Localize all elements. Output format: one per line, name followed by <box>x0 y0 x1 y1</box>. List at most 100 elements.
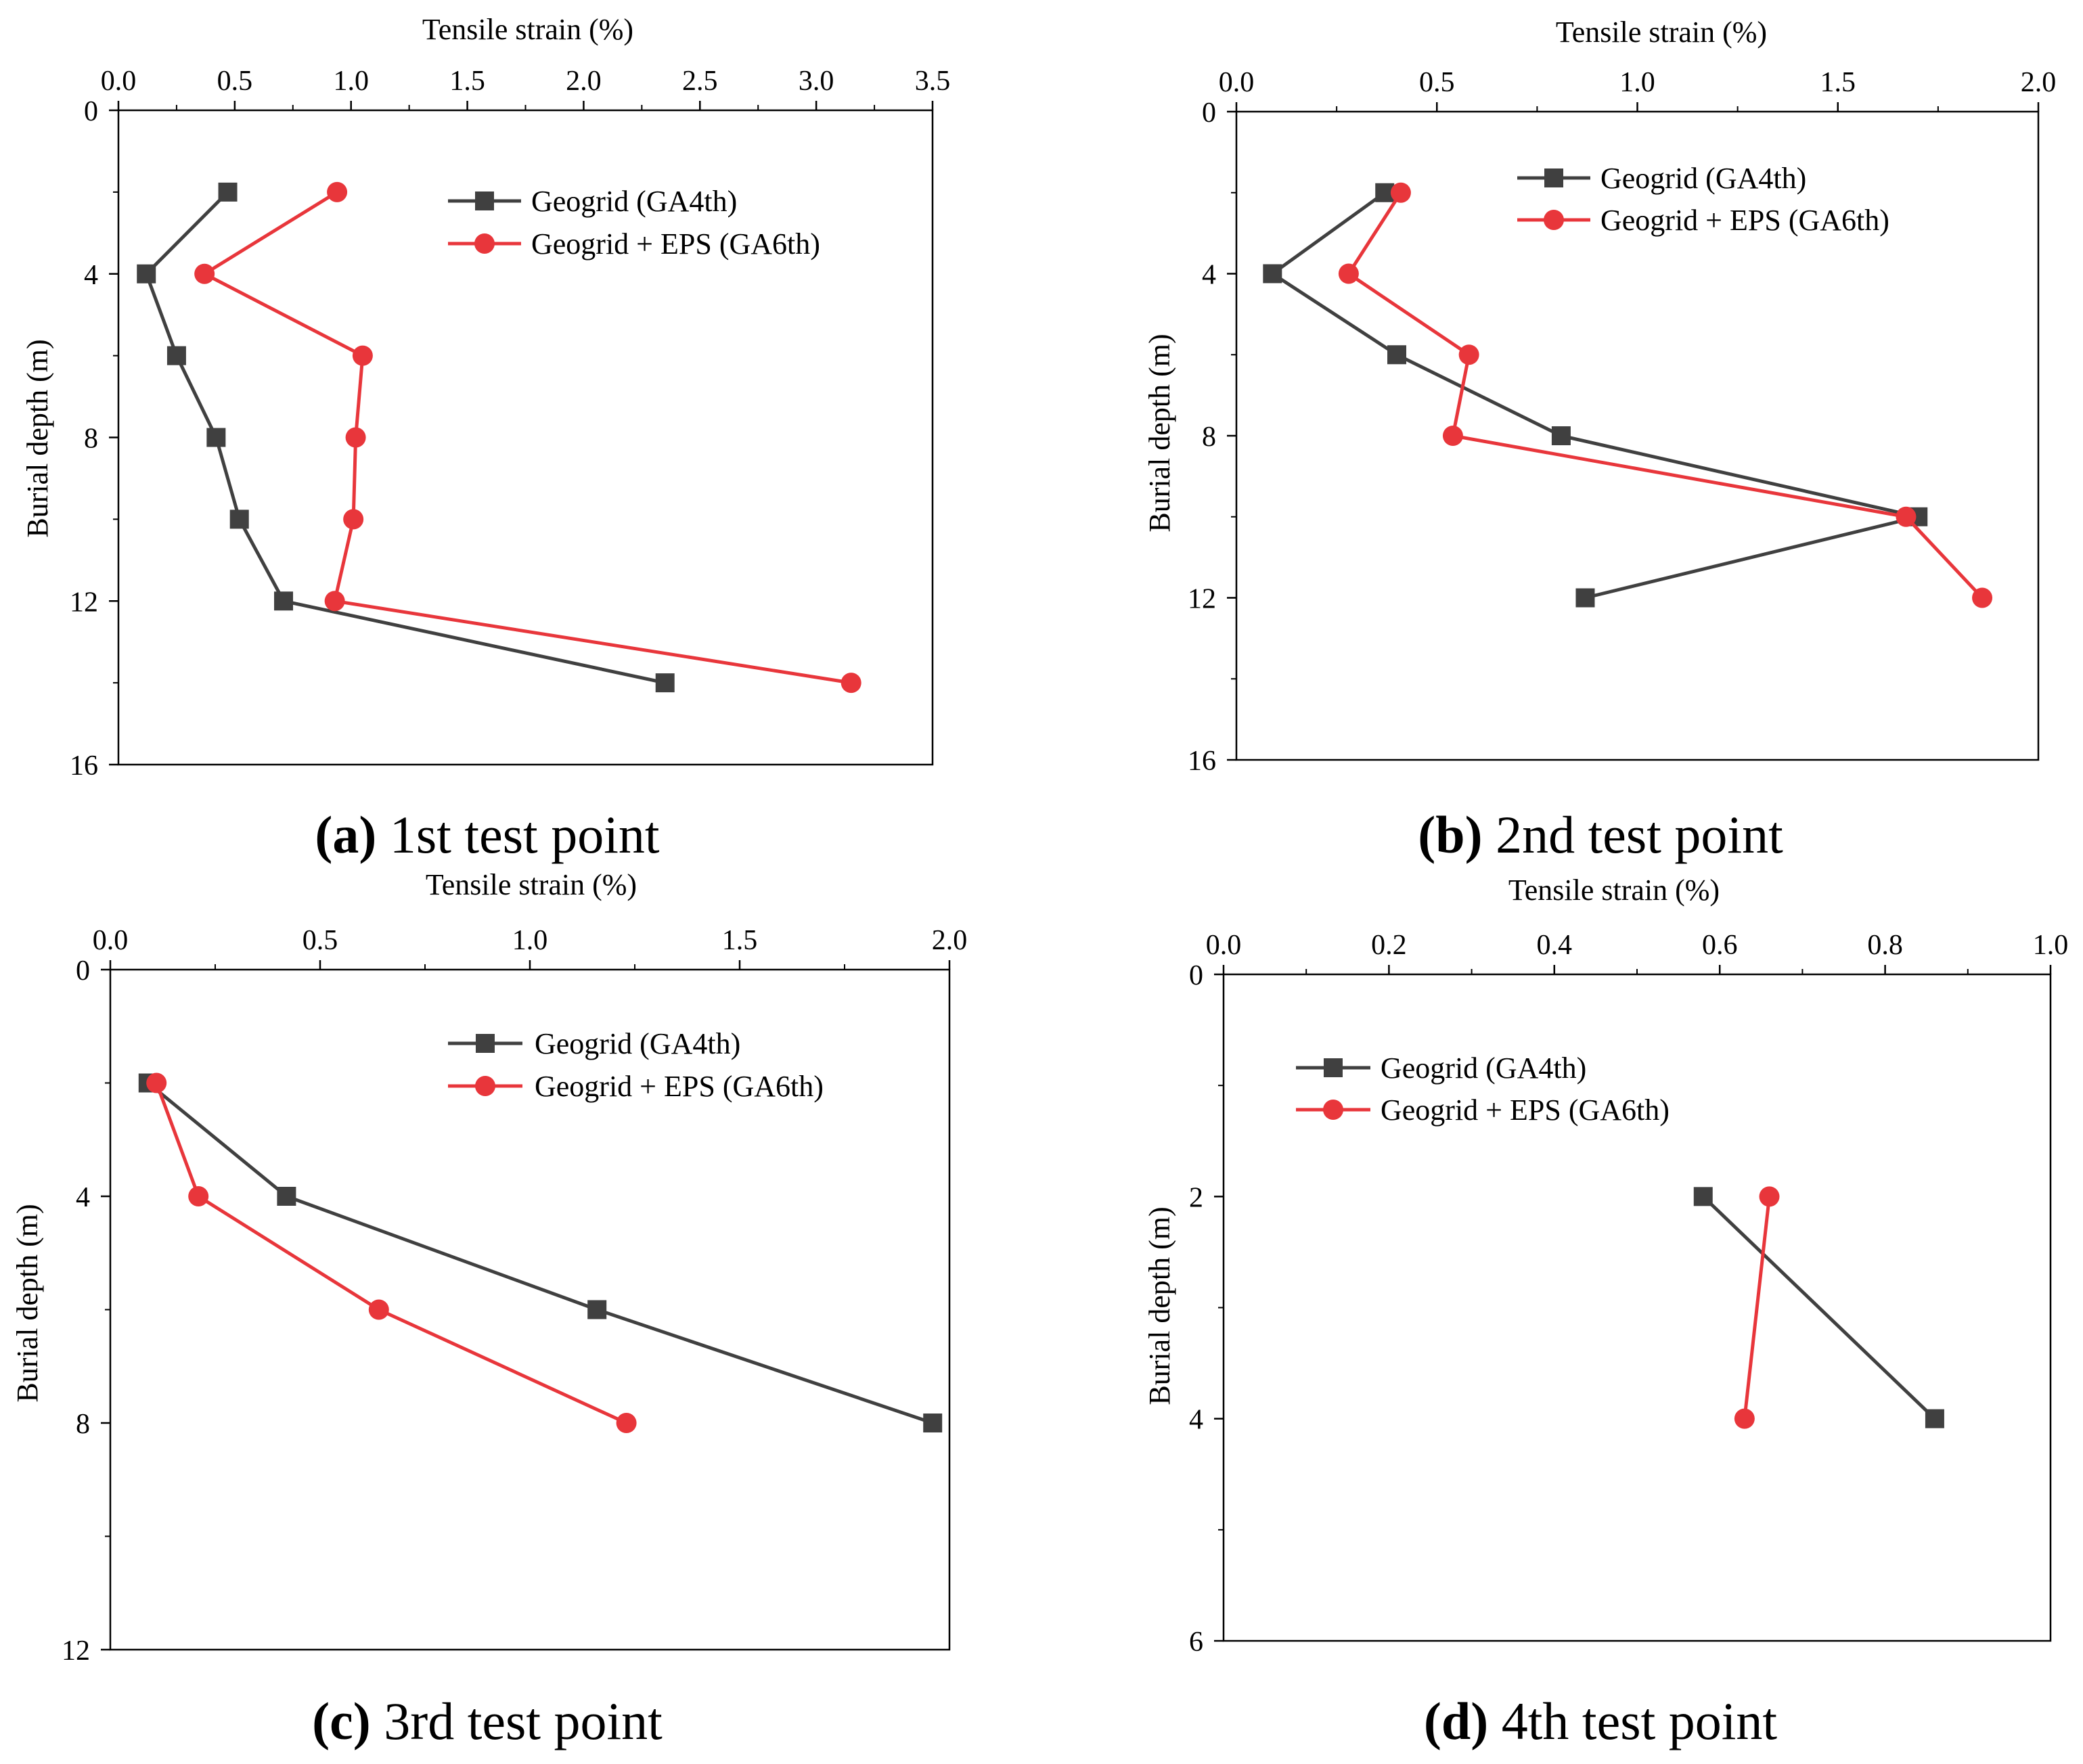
panel-a-y-axis-title: Burial depth (m) <box>21 339 54 537</box>
panel-b-series <box>1263 182 1993 608</box>
panel-b-x-axis-title: Tensile strain (%) <box>1556 16 1767 49</box>
panel-b-ticks: 0.0 0.5 1.0 1.5 2.0 0 4 8 12 16 <box>1188 67 2056 777</box>
panel-a-caption-letter: (a) <box>315 805 376 864</box>
panel-d-xtick-label: 0.2 <box>1371 930 1407 961</box>
panel-b-legend: Geogrid (GA4th) Geogrid + EPS (GA6th) <box>1517 162 1889 237</box>
panel-d-xtick-label: 0.0 <box>1206 930 1242 961</box>
panel-a-legend: Geogrid (GA4th) Geogrid + EPS (GA6th) <box>448 185 820 261</box>
panel-a-xtick-label: 3.0 <box>799 66 834 97</box>
panel-b-legend-marker-geogrid-eps <box>1544 210 1564 230</box>
panel-b-ytick-label: 0 <box>1202 97 1216 129</box>
panel-b-point-geogrid-eps <box>1338 263 1359 284</box>
panel-b-xtick-label: 2.0 <box>2021 67 2057 98</box>
panel-a-point-geogrid-eps <box>324 591 345 612</box>
panel-a-point-geogrid <box>655 673 675 693</box>
panel-c-xtick-label: 1.0 <box>512 925 548 956</box>
panel-c-caption-text: 3rd test point <box>371 1692 663 1750</box>
panel-a-ytick-label: 4 <box>84 260 98 291</box>
panel-c-legend: Geogrid (GA4th) Geogrid + EPS (GA6th) <box>448 1027 824 1103</box>
panel-c-legend-marker-geogrid <box>476 1034 495 1053</box>
panel-c-point-geogrid-eps <box>368 1299 389 1320</box>
panel-b-series-line-geogrid-eps <box>1347 191 1984 600</box>
panel-c-xtick-label: 0.5 <box>303 925 338 956</box>
panel-c-plot-frame <box>109 968 951 1651</box>
panel-c: Tensile strain (%) Burial depth (m) 0.0 0… <box>11 868 967 1750</box>
panel-d-ytick-label: 2 <box>1189 1182 1203 1213</box>
panel-d-xtick-label: 0.6 <box>1702 930 1738 961</box>
panel-a-point-geogrid <box>206 428 226 447</box>
panel-d-point-geogrid-eps <box>1759 1186 1780 1207</box>
panel-b-point-geogrid <box>1575 588 1595 608</box>
panel-a-legend-label-geogrid-eps: Geogrid + EPS (GA6th) <box>531 227 820 261</box>
panel-b-xtick-label: 1.5 <box>1820 67 1856 98</box>
panel-b-xtick-label: 1.0 <box>1619 67 1655 98</box>
panel-c-point-geogrid <box>587 1300 607 1319</box>
panel-a-point-geogrid-eps <box>841 673 861 694</box>
panel-c-xtick-label: 1.5 <box>722 925 758 956</box>
panel-c-point-geogrid-eps <box>188 1186 209 1206</box>
panel-b-point-geogrid-eps <box>1458 344 1479 365</box>
panel-c-caption: (c) 3rd test point <box>312 1692 663 1750</box>
panel-b-ytick-label: 16 <box>1188 746 1216 777</box>
panel-d-point-geogrid <box>1693 1187 1713 1206</box>
panel-b-xtick-label: 0.5 <box>1419 67 1455 98</box>
panel-d-legend-label-geogrid: Geogrid (GA4th) <box>1381 1051 1586 1085</box>
panel-a-xtick-label: 0.0 <box>101 66 137 97</box>
panel-a-legend-marker-geogrid-eps <box>474 233 495 254</box>
panel-b-point-geogrid-eps <box>1390 182 1411 203</box>
panel-d-x-axis-title: Tensile strain (%) <box>1508 874 1720 907</box>
panel-c-series-line-geogrid <box>147 1081 933 1425</box>
panel-c-point-geogrid-eps <box>146 1072 167 1093</box>
panel-b-y-axis-title: Burial depth (m) <box>1143 334 1176 532</box>
panel-a-xtick-label: 1.5 <box>449 66 485 97</box>
panel-b-caption-text: 2nd test point <box>1483 805 1783 864</box>
panel-b-series-line-geogrid <box>1270 191 1920 600</box>
panel-b-plot-frame <box>1235 110 2040 761</box>
panel-a-xtick-label: 2.5 <box>682 66 718 97</box>
panel-b-legend-marker-geogrid <box>1544 168 1563 187</box>
panel-a-point-geogrid-eps <box>327 181 348 202</box>
panel-d-ytick-label: 0 <box>1189 960 1203 991</box>
panel-d-ticks: 0.0 0.2 0.4 0.6 0.8 1.0 0 2 4 6 <box>1189 930 2068 1658</box>
panel-b-point-geogrid-eps <box>1972 587 1993 608</box>
panel-d-point-geogrid-eps <box>1734 1408 1755 1429</box>
panel-d-xtick-label: 1.0 <box>2033 930 2069 961</box>
panel-c-point-geogrid-eps <box>616 1413 637 1433</box>
panel-a-xtick-label: 3.5 <box>915 66 951 97</box>
panel-a-point-geogrid <box>166 346 186 365</box>
panel-a-plot-frame <box>117 109 934 766</box>
panel-d-point-geogrid <box>1925 1409 1944 1428</box>
panel-b-legend-label-geogrid-eps: Geogrid + EPS (GA6th) <box>1600 204 1889 237</box>
panel-c-y-axis-title: Burial depth (m) <box>11 1204 44 1402</box>
panel-a-ytick-label: 16 <box>70 750 98 782</box>
panel-d-xtick-label: 0.4 <box>1537 930 1573 961</box>
panel-b-point-geogrid <box>1387 345 1406 365</box>
panel-d-series-line-geogrid <box>1702 1195 1936 1420</box>
panel-c-x-axis-title: Tensile strain (%) <box>426 868 637 901</box>
panel-a-xtick-label: 0.5 <box>217 66 253 97</box>
panel-c-legend-label-geogrid-eps: Geogrid + EPS (GA6th) <box>535 1070 824 1103</box>
panel-d-xtick-label: 0.8 <box>1867 930 1903 961</box>
panel-a-point-geogrid-eps <box>345 427 366 448</box>
panel-a-point-geogrid <box>137 264 156 284</box>
panel-a-caption-text: 1st test point <box>376 805 660 864</box>
panel-a-series <box>137 181 861 694</box>
panel-c-ytick-label: 8 <box>76 1409 90 1440</box>
panel-d-caption: (d) 4th test point <box>1424 1692 1778 1750</box>
panel-c-legend-marker-geogrid-eps <box>475 1076 495 1096</box>
panel-a-point-geogrid-eps <box>194 263 215 284</box>
panel-d-legend: Geogrid (GA4th) Geogrid + EPS (GA6th) <box>1296 1051 1670 1127</box>
panel-a-legend-marker-geogrid <box>475 191 494 210</box>
panel-a-ytick-label: 8 <box>84 424 98 455</box>
panel-c-series <box>138 1072 943 1433</box>
panel-d-legend-label-geogrid-eps: Geogrid + EPS (GA6th) <box>1381 1093 1670 1127</box>
panel-b-caption: (b) 2nd test point <box>1418 805 1783 864</box>
panel-b-point-geogrid <box>1263 264 1282 284</box>
panel-c-caption-letter: (c) <box>312 1692 371 1750</box>
panel-d-y-axis-title: Burial depth (m) <box>1143 1206 1176 1405</box>
panel-b-point-geogrid-eps <box>1442 426 1463 446</box>
panel-b-ytick-label: 4 <box>1202 260 1216 291</box>
panel-a-point-geogrid-eps <box>352 345 373 366</box>
panel-a-point-geogrid <box>274 591 294 611</box>
